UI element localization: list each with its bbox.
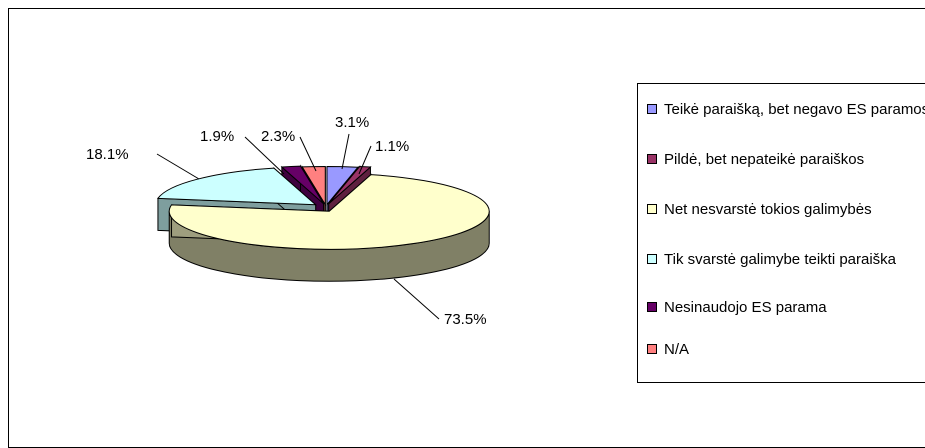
legend-item-teike: Teikė paraišką, bet negavo ES paramos <box>647 100 925 120</box>
legend-label-net: Net nesvarstė tokios galimybės <box>664 201 872 218</box>
legend: Teikė paraišką, bet negavo ES paramos Pi… <box>637 83 925 383</box>
data-label: 1.1% <box>375 138 409 155</box>
data-label: 73.5% <box>444 311 487 328</box>
pie-slice <box>156 167 318 206</box>
legend-label-tik: Tik svarstė galimybe teikti paraiška <box>664 251 897 268</box>
data-label: 2.3% <box>261 128 295 145</box>
pie-slice <box>168 174 490 250</box>
legend-item-tik: Tik svarstė galimybe teikti paraiška <box>647 250 925 270</box>
leader-line <box>358 145 372 175</box>
legend-item-na: N/A <box>647 340 925 360</box>
legend-swatch-na <box>647 344 657 354</box>
chart-area: 3.1% 1.1% 73.5% 18.1% 1.9% 2.3% Teikė paraišk… <box>8 8 925 448</box>
legend-label-teike: Teikė paraišką, bet negavo ES paramos <box>664 101 925 118</box>
leader-line <box>156 153 200 180</box>
leader-line <box>341 133 350 170</box>
pie-slice <box>280 165 324 205</box>
legend-label-pilde: Pildė, bet nepateikė paraiškos <box>664 151 865 168</box>
legend-item-pilde: Pildė, bet nepateikė paraiškos <box>647 150 925 170</box>
legend-swatch-tik <box>647 254 657 264</box>
legend-label-nesinaudojo: Nesinaudojo ES parama <box>664 299 827 316</box>
legend-swatch-teike <box>647 104 657 114</box>
legend-swatch-pilde <box>647 154 657 164</box>
legend-swatch-net <box>647 204 657 214</box>
legend-swatch-nesinaudojo <box>647 302 657 312</box>
legend-item-nesinaudojo: Nesinaudojo ES parama <box>647 298 925 318</box>
legend-label-na: N/A <box>664 341 690 358</box>
data-label: 1.9% <box>200 128 234 145</box>
leader-line <box>299 136 317 172</box>
legend-item-net: Net nesvarstė tokios galimybės <box>647 200 925 220</box>
pie-slice <box>328 165 372 205</box>
data-label: 18.1% <box>86 146 129 163</box>
data-label: 3.1% <box>335 114 369 131</box>
leader-line <box>393 278 440 320</box>
pie-chart: 3.1% 1.1% 73.5% 18.1% 1.9% 2.3% <box>86 114 490 328</box>
leader-line <box>244 136 285 175</box>
